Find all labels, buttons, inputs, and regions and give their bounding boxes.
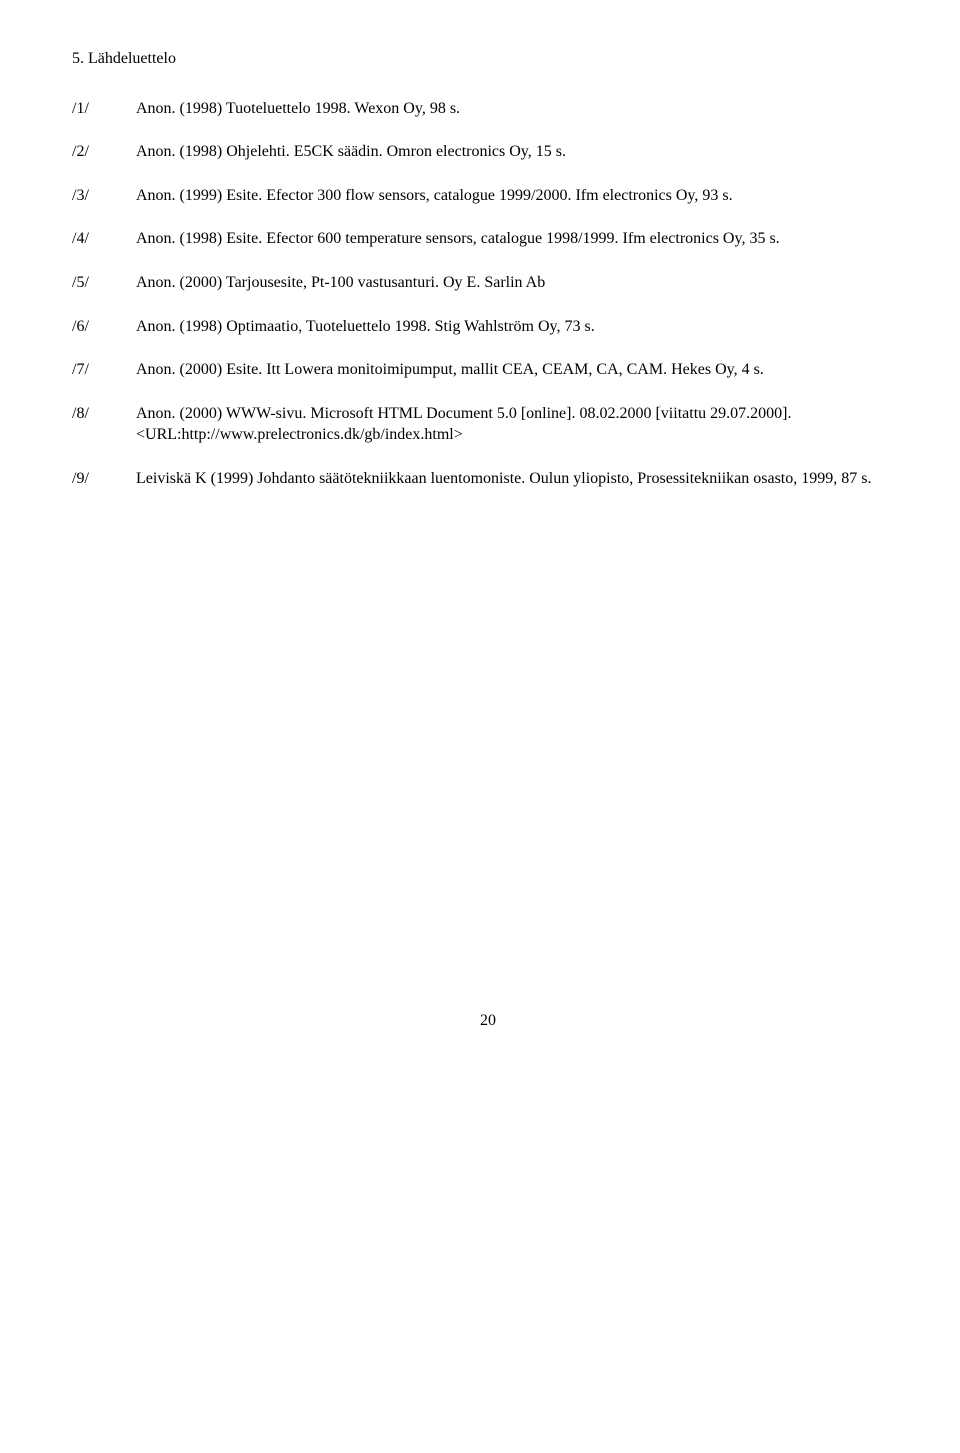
reference-key: /9/ — [72, 468, 136, 490]
reference-key: /2/ — [72, 141, 136, 163]
reference-item: /1/ Anon. (1998) Tuoteluettelo 1998. Wex… — [72, 98, 904, 120]
reference-text: Anon. (1998) Esite. Efector 600 temperat… — [136, 228, 904, 250]
reference-key: /3/ — [72, 185, 136, 207]
reference-text: Anon. (1998) Ohjelehti. E5CK säädin. Omr… — [136, 141, 904, 163]
reference-item: /5/ Anon. (2000) Tarjousesite, Pt-100 va… — [72, 272, 904, 294]
reference-text: Anon. (2000) Esite. Itt Lowera monitoimi… — [136, 359, 904, 381]
reference-text: Anon. (1999) Esite. Efector 300 flow sen… — [136, 185, 904, 207]
section-title: 5. Lähdeluettelo — [72, 48, 904, 70]
reference-item: /9/ Leiviskä K (1999) Johdanto säätötekn… — [72, 468, 904, 490]
page-number: 20 — [72, 1010, 904, 1032]
reference-list: /1/ Anon. (1998) Tuoteluettelo 1998. Wex… — [72, 98, 904, 490]
reference-key: /6/ — [72, 316, 136, 338]
reference-item: /7/ Anon. (2000) Esite. Itt Lowera monit… — [72, 359, 904, 381]
reference-key: /8/ — [72, 403, 136, 425]
reference-text: Anon. (1998) Optimaatio, Tuoteluettelo 1… — [136, 316, 904, 338]
reference-text: Anon. (1998) Tuoteluettelo 1998. Wexon O… — [136, 98, 904, 120]
reference-key: /5/ — [72, 272, 136, 294]
reference-text: Anon. (2000) WWW-sivu. Microsoft HTML Do… — [136, 403, 904, 446]
reference-item: /2/ Anon. (1998) Ohjelehti. E5CK säädin.… — [72, 141, 904, 163]
reference-text: Leiviskä K (1999) Johdanto säätötekniikk… — [136, 468, 904, 490]
reference-key: /1/ — [72, 98, 136, 120]
reference-item: /4/ Anon. (1998) Esite. Efector 600 temp… — [72, 228, 904, 250]
reference-item: /8/ Anon. (2000) WWW-sivu. Microsoft HTM… — [72, 403, 904, 446]
reference-item: /3/ Anon. (1999) Esite. Efector 300 flow… — [72, 185, 904, 207]
reference-key: /4/ — [72, 228, 136, 250]
reference-item: /6/ Anon. (1998) Optimaatio, Tuoteluette… — [72, 316, 904, 338]
reference-key: /7/ — [72, 359, 136, 381]
reference-text: Anon. (2000) Tarjousesite, Pt-100 vastus… — [136, 272, 904, 294]
